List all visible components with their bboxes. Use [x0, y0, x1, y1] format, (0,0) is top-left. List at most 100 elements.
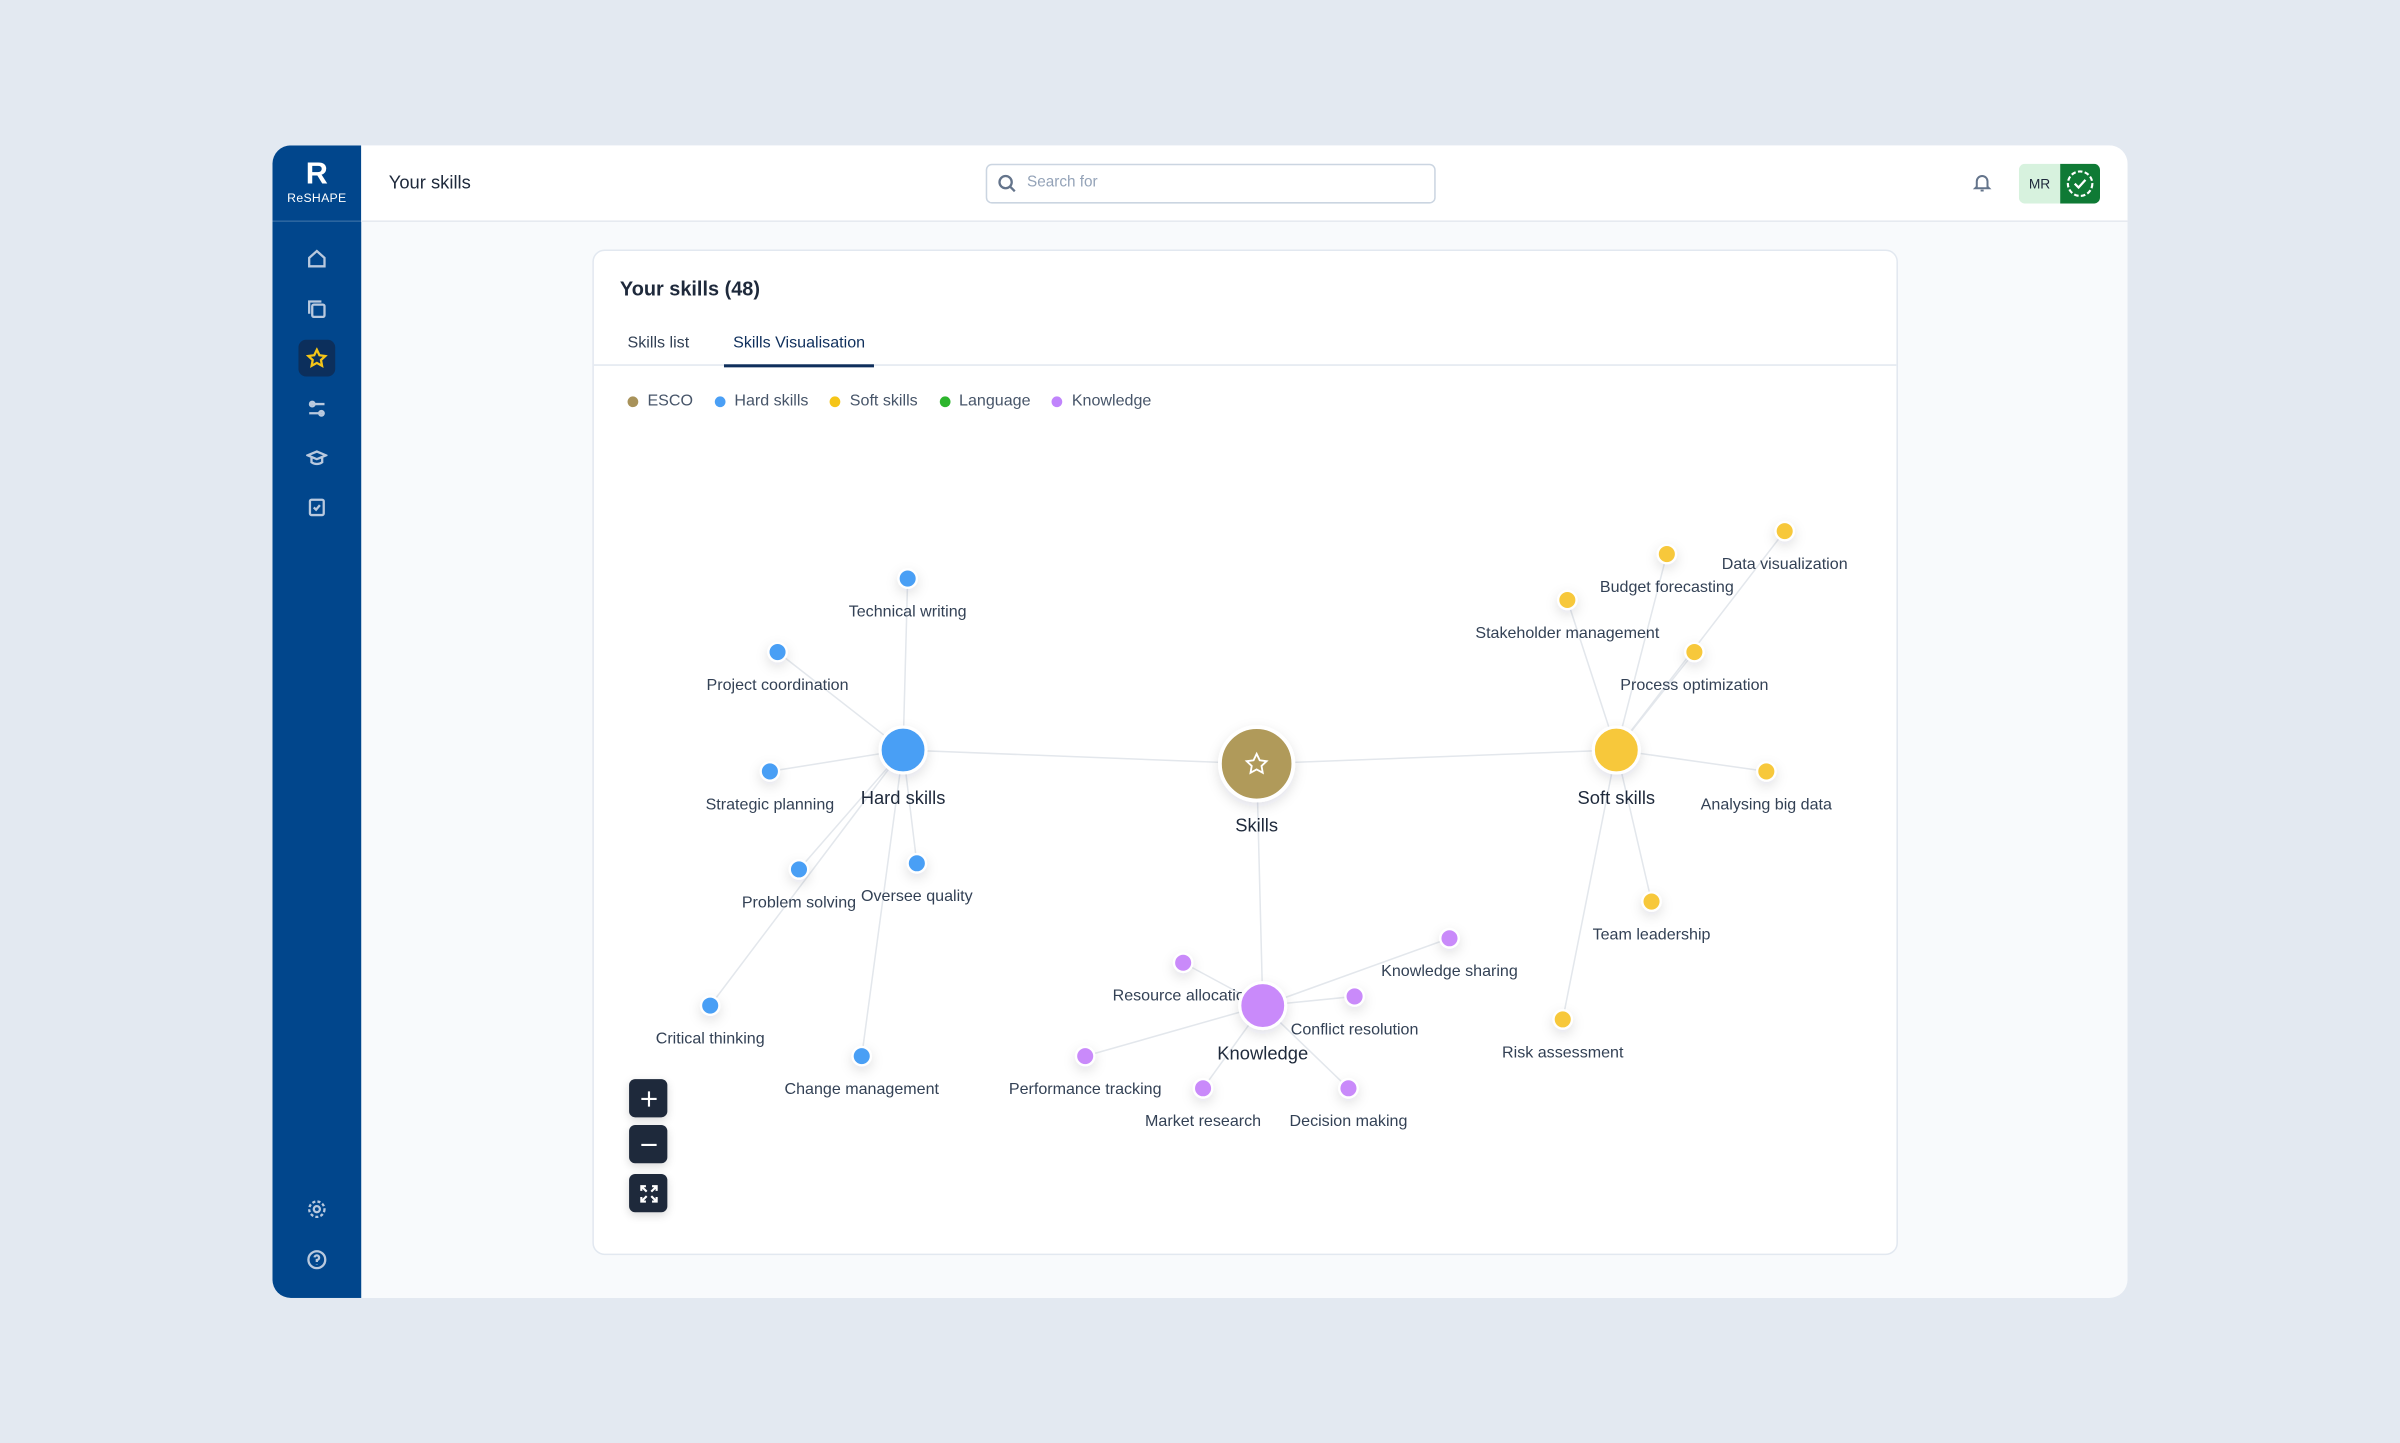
skill-label: Risk assessment: [1502, 1043, 1624, 1061]
edge: [902, 578, 909, 751]
edge: [1615, 749, 1653, 902]
group-node[interactable]: [878, 725, 928, 775]
legend-item[interactable]: Soft skills: [829, 391, 918, 411]
header: Your skills Search for MR: [361, 145, 2128, 222]
skill-node[interactable]: [1552, 1009, 1574, 1030]
hub-nodes: Hard skills Soft skills Knowledge Skills: [861, 725, 1656, 1063]
center-node[interactable]: [1217, 725, 1296, 803]
skill-label: Problem solving: [742, 893, 856, 911]
skill-label: Strategic planning: [706, 795, 835, 813]
skill-node[interactable]: [1684, 641, 1705, 663]
fit-view[interactable]: [629, 1173, 668, 1213]
skill-label: Oversee quality: [861, 887, 973, 905]
skill-node[interactable]: [788, 859, 810, 880]
page-title: Your skills: [388, 171, 471, 193]
skill-node[interactable]: [1755, 761, 1777, 782]
logo-mark: R: [305, 157, 328, 192]
edge: [709, 749, 904, 1007]
zoom-in[interactable]: [629, 1079, 668, 1118]
tab[interactable]: Skills Visualisation: [723, 334, 875, 368]
skills-card: Technical writing Project coordination Str…: [592, 249, 1898, 1256]
legend-label: ESCO: [647, 391, 694, 411]
edge: [1262, 937, 1450, 1007]
legend-item[interactable]: Language: [939, 391, 1031, 411]
notifications[interactable]: [1971, 171, 1992, 192]
skill-label: Conflict resolution: [1291, 1020, 1419, 1038]
edge: [1562, 749, 1618, 1020]
group-node[interactable]: [1238, 981, 1288, 1031]
skill-label: Knowledge sharing: [1381, 962, 1518, 980]
nav-skills[interactable]: [298, 339, 336, 377]
legend-item[interactable]: Knowledge: [1051, 391, 1152, 411]
labels: Technical writing Project coordination Str…: [656, 555, 1848, 1130]
skill-node[interactable]: [1656, 543, 1678, 565]
edge: [903, 749, 1257, 765]
app-frame: R ReSHAPE Your skills Search for MR Tech…: [272, 145, 2128, 1298]
legend-item[interactable]: ESCO: [627, 391, 694, 411]
skill-node[interactable]: [699, 995, 721, 1016]
skill-node[interactable]: [1557, 589, 1578, 611]
edge: [1256, 749, 1617, 765]
avatar-initials: MR: [2018, 163, 2061, 204]
edge: [798, 749, 904, 870]
zoom-out[interactable]: [629, 1124, 668, 1164]
skill-node[interactable]: [1192, 1077, 1214, 1099]
edge: [1255, 763, 1264, 1006]
skill-node[interactable]: [1774, 520, 1796, 542]
nav-help[interactable]: [298, 1241, 335, 1278]
skill-node[interactable]: [1641, 891, 1662, 912]
legend-dot: [939, 395, 950, 407]
tab[interactable]: Skills list: [627, 333, 690, 353]
group-label: Soft skills: [1578, 787, 1656, 808]
skill-node[interactable]: [851, 1045, 873, 1067]
legend-item[interactable]: Hard skills: [714, 392, 808, 410]
legend: ESCO Hard skills Soft skills Language Knowle…: [627, 391, 1152, 411]
sidebar: R ReSHAPE: [272, 145, 362, 1298]
skill-node[interactable]: [767, 641, 788, 663]
nav-paths[interactable]: [298, 390, 335, 427]
skill-node[interactable]: [1439, 927, 1460, 949]
nav-tasks[interactable]: [298, 291, 335, 328]
legend-label: Knowledge: [1071, 391, 1152, 411]
group-label: Hard skills: [861, 787, 946, 808]
nav-learning[interactable]: [298, 439, 335, 476]
search-box[interactable]: Search for: [985, 163, 1436, 204]
avatar-badge: [2060, 163, 2100, 204]
skill-label: Project coordination: [707, 676, 849, 694]
tabs: Skills list Skills Visualisation: [593, 324, 1897, 368]
skill-node[interactable]: [1172, 952, 1194, 974]
nav-settings[interactable]: [298, 1191, 335, 1228]
edge: [1616, 749, 1767, 773]
center-label: Skills: [1235, 814, 1278, 835]
skill-label: Data visualization: [1722, 555, 1848, 573]
nav-assessments[interactable]: [298, 488, 335, 525]
group-label: Knowledge: [1217, 1042, 1308, 1063]
skill-label: Stakeholder management: [1475, 624, 1659, 642]
skill-label: Market research: [1145, 1112, 1261, 1130]
logo-text: ReSHAPE: [287, 191, 347, 206]
search-placeholder: Search for: [1027, 174, 1098, 192]
skill-label: Critical thinking: [656, 1030, 765, 1048]
legend-label: Language: [959, 391, 1031, 411]
skill-label: Budget forecasting: [1600, 578, 1734, 596]
skill-label: Technical writing: [849, 602, 967, 620]
skill-node[interactable]: [906, 852, 928, 874]
nav-home[interactable]: [298, 240, 335, 277]
logo[interactable]: R ReSHAPE: [272, 158, 361, 205]
legend-dot: [829, 395, 841, 407]
edge: [1615, 530, 1786, 751]
skill-node[interactable]: [1074, 1045, 1096, 1067]
skill-node[interactable]: [1338, 1077, 1359, 1099]
skill-node[interactable]: [759, 761, 781, 782]
skill-label: Performance tracking: [1009, 1080, 1162, 1098]
legend-label: Soft skills: [849, 391, 918, 411]
avatar[interactable]: MR: [2018, 163, 2100, 204]
legend-dot: [627, 395, 639, 407]
skill-node[interactable]: [1344, 986, 1365, 1007]
skill-node[interactable]: [897, 568, 918, 589]
group-node[interactable]: [1591, 725, 1641, 775]
edge: [1615, 553, 1668, 751]
